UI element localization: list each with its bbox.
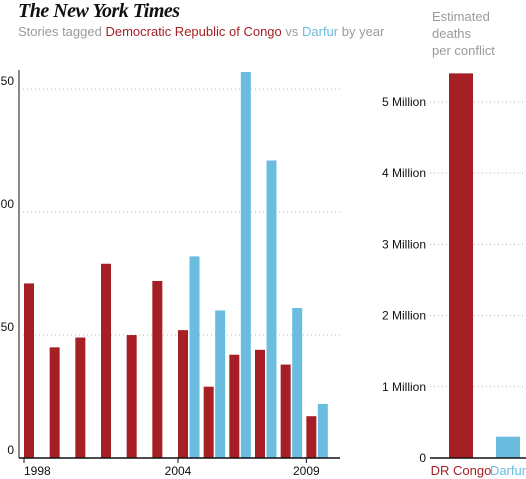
deaths-y-tick-label: 5 Million xyxy=(382,95,426,109)
drc-story-bar xyxy=(306,416,317,458)
x-tick-label: 2009 xyxy=(293,464,320,478)
deaths-y-tick-label: 1 Million xyxy=(382,380,426,394)
drc-story-bar xyxy=(101,263,111,458)
darfur-deaths-bar xyxy=(496,436,520,458)
subtitle-suffix: by year xyxy=(338,24,385,39)
darfur-story-bar xyxy=(266,160,277,458)
subtitle-darfur: Darfur xyxy=(302,24,339,39)
deaths-category-label: DR Congo xyxy=(431,463,492,478)
x-tick-label: 2004 xyxy=(165,464,192,478)
deaths-y-tick-label: 4 Million xyxy=(382,166,426,180)
drc-story-bar xyxy=(75,337,86,458)
deaths-y-tick-label: 2 Million xyxy=(382,309,426,323)
subtitle-vs: vs xyxy=(281,24,302,39)
darfur-story-bar xyxy=(215,310,226,458)
drc-story-bar xyxy=(178,330,188,458)
drc-story-bar xyxy=(24,283,34,458)
drc-story-bar xyxy=(49,347,60,458)
drc-story-bar xyxy=(152,280,163,458)
chart-subtitle: Stories tagged Democratic Republic of Co… xyxy=(18,24,384,39)
deaths-title-line2: per conflict xyxy=(432,43,495,58)
x-tick-label: 1998 xyxy=(24,464,51,478)
drc-deaths-bar xyxy=(449,73,473,459)
deaths-category-label: Darfur xyxy=(490,463,526,478)
darfur-story-bar xyxy=(292,308,303,458)
masthead-logo: The New York Times xyxy=(18,0,180,22)
deaths-chart-title: Estimated deaths per conflict xyxy=(432,8,526,59)
subtitle-prefix: Stories tagged xyxy=(18,24,106,39)
subtitle-drc: Democratic Republic of Congo xyxy=(105,24,282,39)
darfur-story-bar xyxy=(189,256,200,458)
y-tick-label: 0 xyxy=(7,443,14,457)
drc-story-bar xyxy=(229,354,240,458)
darfur-story-bar xyxy=(240,71,251,458)
drc-story-bar xyxy=(126,335,137,458)
drc-story-bar xyxy=(203,386,214,458)
y-tick-label: 100 xyxy=(0,197,14,211)
darfur-story-bar xyxy=(317,403,328,458)
drc-story-bar xyxy=(280,364,291,458)
deaths-title-line1: Estimated deaths xyxy=(432,9,490,41)
drc-story-bar xyxy=(255,349,265,458)
y-tick-label: 50 xyxy=(1,320,15,334)
deaths-y-tick-label: 3 Million xyxy=(382,237,426,251)
deaths-y-tick-label: 0 xyxy=(419,451,426,465)
y-tick-label: 150 xyxy=(0,74,14,88)
